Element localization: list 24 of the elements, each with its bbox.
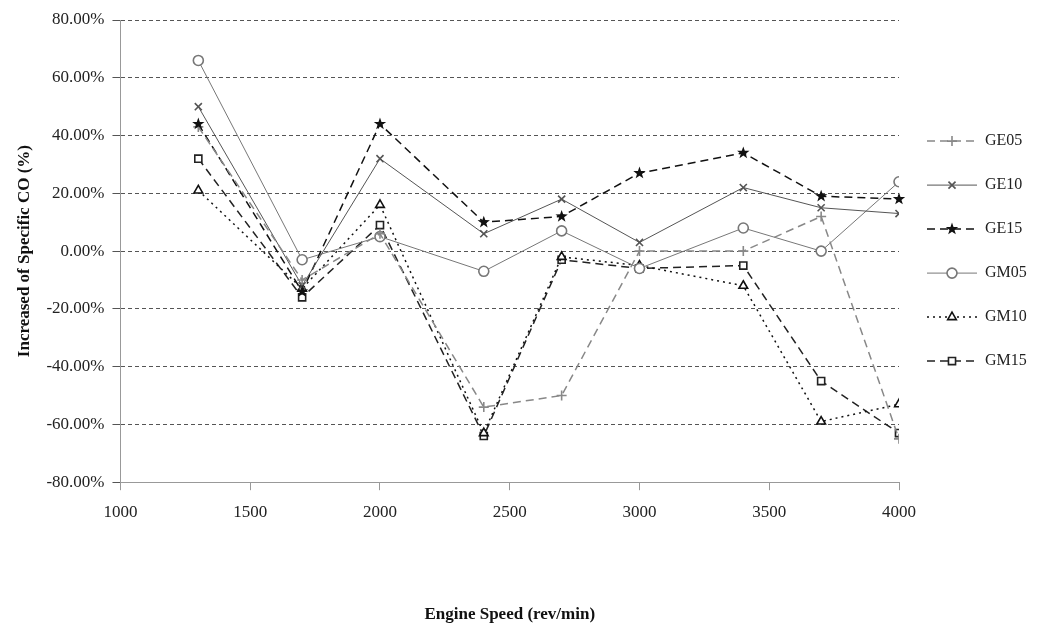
y-tick-label: -20.00% <box>46 298 105 318</box>
y-tick-label: -80.00% <box>46 471 105 491</box>
y-tick-label: 80.00% <box>52 9 105 29</box>
y-tick-label: -60.00% <box>46 413 105 433</box>
legend-label: GM05 <box>985 263 1027 281</box>
x-axis-title: Engine Speed (rev/min) <box>424 604 596 624</box>
legend-label: GM10 <box>985 307 1027 325</box>
y-tick-label: 40.00% <box>52 125 105 145</box>
y-tick-label: 20.00% <box>52 182 105 202</box>
y-tick-label: -40.00% <box>46 356 105 376</box>
x-tick-label: 3500 <box>752 501 787 521</box>
y-tick-label: 0.00% <box>60 240 105 260</box>
x-tick-label: 1000 <box>103 501 138 521</box>
legend-label: GE05 <box>985 131 1023 149</box>
y-axis-title: Increased of Specific CO (%) <box>13 145 33 358</box>
legend-label: GE10 <box>985 175 1023 193</box>
x-tick-label: 1500 <box>233 501 268 521</box>
x-tick-label: 4000 <box>882 501 916 521</box>
x-tick-label: 2500 <box>492 501 527 521</box>
legend-label: GE15 <box>985 219 1023 237</box>
x-tick-label: 2000 <box>362 501 397 521</box>
legend-label: GM15 <box>985 351 1027 369</box>
y-tick-label: 60.00% <box>52 67 105 87</box>
x-tick-label: 3000 <box>622 501 657 521</box>
